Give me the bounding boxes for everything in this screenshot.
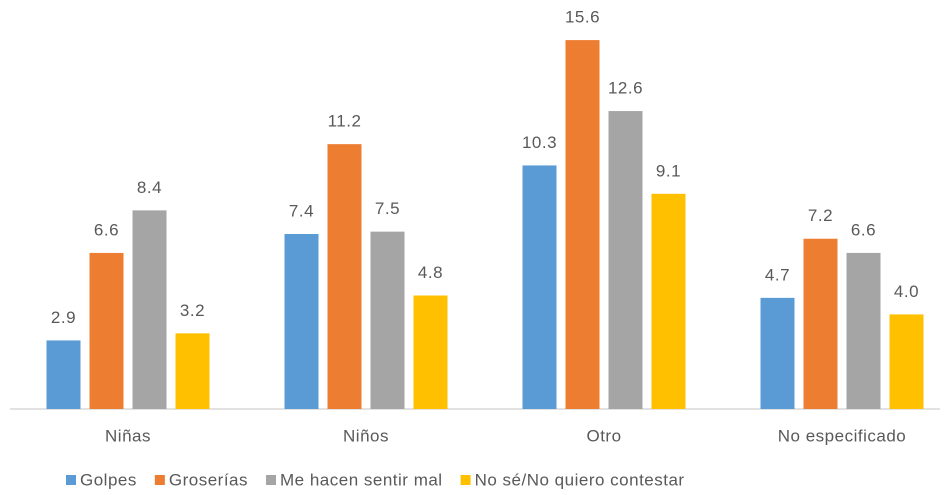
value-label: 2.9 <box>51 308 76 327</box>
x-tick-label: Niñas <box>105 426 151 445</box>
bar <box>175 333 210 409</box>
bar <box>46 340 81 409</box>
value-label: 9.1 <box>656 161 681 180</box>
bar <box>370 231 405 409</box>
bar <box>132 210 167 409</box>
bar <box>760 297 795 409</box>
value-label: 6.6 <box>851 220 876 239</box>
value-label: 4.0 <box>894 282 919 301</box>
x-tick-label: Otro <box>586 426 621 445</box>
bar <box>522 165 557 409</box>
value-label: 10.3 <box>522 133 557 152</box>
bar <box>651 193 686 409</box>
x-tick-label: No especificado <box>778 426 906 445</box>
legend-swatch <box>266 475 277 485</box>
bar <box>89 252 124 409</box>
legend-label: Golpes <box>80 470 137 489</box>
legend-label: Groserías <box>169 470 248 489</box>
bar <box>284 234 319 409</box>
legend-swatch <box>154 475 165 485</box>
legend-swatch <box>66 475 76 485</box>
value-label: 15.6 <box>565 8 600 27</box>
value-label: 7.5 <box>375 199 400 218</box>
value-label: 7.2 <box>808 206 833 225</box>
legend-swatch <box>460 475 471 485</box>
bar <box>413 295 448 409</box>
bar <box>846 252 881 409</box>
x-tick-label: Niños <box>343 426 389 445</box>
value-label: 8.4 <box>137 178 162 197</box>
value-label: 11.2 <box>328 112 362 131</box>
bar <box>803 238 838 409</box>
legend-label: No sé/No quiero contestar <box>475 470 685 489</box>
value-label: 4.8 <box>418 263 443 282</box>
value-label: 4.7 <box>765 265 790 284</box>
bar <box>565 40 600 409</box>
bar <box>327 144 362 409</box>
value-label: 12.6 <box>608 79 643 98</box>
value-label: 3.2 <box>180 301 205 320</box>
bar <box>608 111 643 409</box>
value-label: 7.4 <box>289 201 314 220</box>
value-label: 6.6 <box>94 220 119 239</box>
bar <box>889 314 924 409</box>
legend-label: Me hacen sentir mal <box>280 470 443 489</box>
